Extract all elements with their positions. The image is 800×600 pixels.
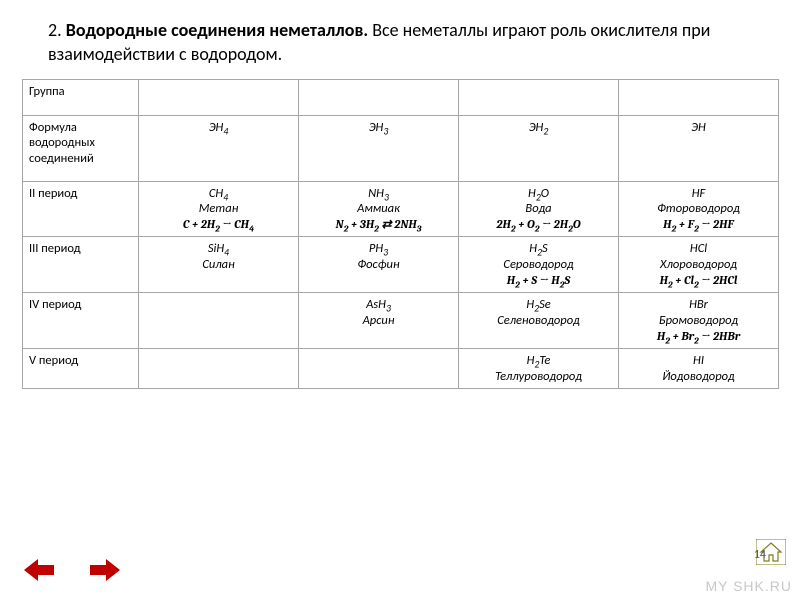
row-label: IV период bbox=[23, 293, 139, 349]
table-cell bbox=[619, 79, 779, 115]
table-cell: H2OВода2H2 + O2 → 2H2O bbox=[459, 181, 619, 237]
row-label: II период bbox=[23, 181, 139, 237]
table-row: III периодSiH4СиланPH3ФосфинH2SСероводор… bbox=[23, 237, 779, 293]
table-cell bbox=[299, 79, 459, 115]
table-cell: CH4МетанC + 2H2 → CH4 bbox=[139, 181, 299, 237]
table-row: V период H2TeТеллуроводородHIЙодоводород bbox=[23, 349, 779, 389]
table-cell bbox=[299, 349, 459, 389]
table-row: IV период AsH3АрсинH2SeСеленоводородHBrБр… bbox=[23, 293, 779, 349]
table-cell: H2SeСеленоводород bbox=[459, 293, 619, 349]
table-cell: ЭH bbox=[619, 115, 779, 181]
slide-title: 2. Водородные соединения неметаллов. Все… bbox=[0, 0, 800, 75]
page-number: 14 bbox=[754, 548, 766, 562]
compounds-table: ГруппаФормула водородных соединенийЭH4ЭH… bbox=[22, 79, 779, 390]
nav-buttons bbox=[24, 559, 120, 586]
row-label: III период bbox=[23, 237, 139, 293]
table-cell bbox=[139, 293, 299, 349]
table-row: II периодCH4МетанC + 2H2 → CH4NH3АммиакN… bbox=[23, 181, 779, 237]
table-row: Формула водородных соединенийЭH4ЭH3ЭH2ЭH bbox=[23, 115, 779, 181]
title-bold: Водородные соединения неметаллов. bbox=[66, 19, 368, 41]
table-cell: AsH3Арсин bbox=[299, 293, 459, 349]
title-number: 2. bbox=[48, 19, 62, 41]
table-cell: H2TeТеллуроводород bbox=[459, 349, 619, 389]
next-arrow-icon[interactable] bbox=[90, 559, 120, 586]
prev-arrow-icon[interactable] bbox=[24, 559, 54, 586]
table-cell bbox=[139, 349, 299, 389]
table-cell bbox=[459, 79, 619, 115]
table-row: Группа bbox=[23, 79, 779, 115]
table-cell: HIЙодоводород bbox=[619, 349, 779, 389]
table-cell: HClХлороводородH2 + Cl2 → 2HCl bbox=[619, 237, 779, 293]
table-cell bbox=[139, 79, 299, 115]
table-cell: ЭH4 bbox=[139, 115, 299, 181]
watermark: MY SHK.RU bbox=[705, 578, 792, 594]
table-cell: HBrБромоводородH2 + Br2 → 2HBr bbox=[619, 293, 779, 349]
row-label: Формула водородных соединений bbox=[23, 115, 139, 181]
table-cell: NH3АммиакN2 + 3H2 ⇄ 2NH3 bbox=[299, 181, 459, 237]
table-cell: PH3Фосфин bbox=[299, 237, 459, 293]
table-cell: ЭH2 bbox=[459, 115, 619, 181]
row-label: Группа bbox=[23, 79, 139, 115]
table-cell: SiH4Силан bbox=[139, 237, 299, 293]
row-label: V период bbox=[23, 349, 139, 389]
table-cell: ЭH3 bbox=[299, 115, 459, 181]
table-cell: H2SСероводородH2 + S → H2S bbox=[459, 237, 619, 293]
table-cell: HFФтороводородH2 + F2 → 2HF bbox=[619, 181, 779, 237]
